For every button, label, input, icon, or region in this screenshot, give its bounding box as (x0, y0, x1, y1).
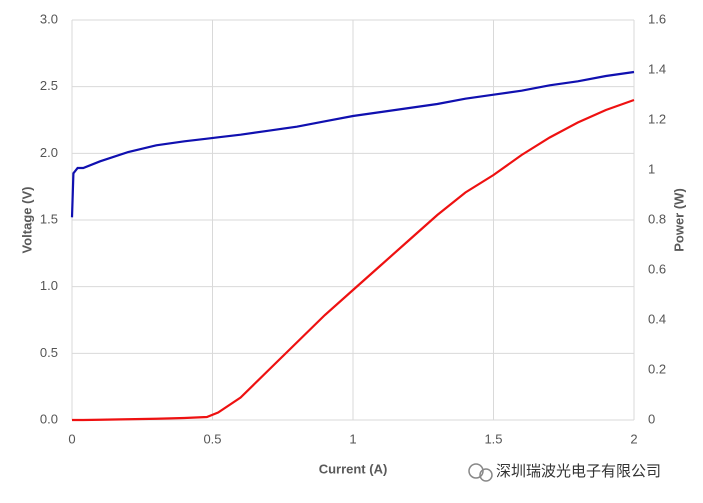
y-tick-label: 0.5 (40, 345, 58, 360)
y2-tick-label: 1.4 (648, 61, 666, 76)
watermark: 深圳瑞波光电子有限公司 (496, 463, 661, 480)
y2-tick-label: 0.2 (648, 361, 666, 376)
series-line (70, 70, 635, 218)
y2-tick-label: 0 (648, 411, 655, 426)
x-tick-label: 1.5 (484, 431, 502, 446)
y2-tick-label: 0.8 (648, 211, 666, 226)
series-line (72, 98, 635, 422)
watermark-icon (468, 463, 493, 482)
y-tick-label: 1.0 (40, 278, 58, 293)
x-tick-label: 2 (630, 431, 637, 446)
y-tick-label: 3.0 (40, 11, 58, 26)
y2-axis-label: Power (W) (671, 188, 686, 252)
y2-tick-label: 1.2 (648, 111, 666, 126)
y2-tick-label: 0.4 (648, 311, 666, 326)
x-tick-label: 1 (349, 431, 356, 446)
y-axis-label: Voltage (V) (19, 187, 34, 254)
y2-tick-label: 1 (648, 161, 655, 176)
x-tick-label: 0 (68, 431, 75, 446)
y-tick-label: 2.0 (40, 145, 58, 160)
x-tick-label: 0.5 (203, 431, 221, 446)
y-tick-label: 2.5 (40, 78, 58, 93)
x-axis-label: Current (A) (319, 461, 388, 476)
y2-tick-label: 0.6 (648, 261, 666, 276)
y2-tick-label: 1.6 (648, 11, 666, 26)
y-tick-label: 0.0 (40, 411, 58, 426)
y-tick-label: 1.5 (40, 211, 58, 226)
